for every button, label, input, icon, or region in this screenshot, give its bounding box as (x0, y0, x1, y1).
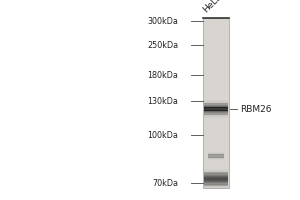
Bar (204, 180, 228, 181)
Bar (204, 187, 228, 188)
Bar (204, 175, 228, 176)
Bar (204, 184, 228, 186)
Bar (204, 107, 228, 108)
Bar (208, 155, 224, 156)
Bar (204, 183, 228, 184)
Bar (204, 181, 228, 182)
Bar (204, 185, 228, 186)
Bar (204, 186, 228, 187)
Text: 130kDa: 130kDa (148, 97, 178, 106)
Bar (204, 115, 228, 116)
Bar (208, 156, 224, 157)
Text: 250kDa: 250kDa (147, 40, 178, 49)
Text: RBM26: RBM26 (240, 104, 272, 114)
Bar (204, 172, 228, 173)
Bar (204, 178, 228, 179)
Bar (204, 103, 228, 104)
Bar (204, 188, 228, 189)
Text: 300kDa: 300kDa (148, 17, 178, 25)
Bar (204, 182, 228, 183)
Bar (204, 110, 228, 111)
Bar (204, 105, 228, 106)
Bar (204, 106, 228, 107)
Bar (208, 154, 224, 155)
Bar (204, 101, 228, 102)
Bar (204, 113, 228, 114)
Bar (208, 158, 224, 159)
Bar (204, 179, 228, 180)
Bar (203, 18, 229, 188)
Bar (204, 116, 228, 117)
Bar (204, 173, 228, 174)
Bar (204, 176, 228, 177)
Bar (204, 169, 228, 170)
Bar (204, 184, 228, 185)
Bar (204, 114, 228, 115)
Bar (208, 152, 224, 153)
Bar (204, 102, 228, 103)
Text: 180kDa: 180kDa (148, 71, 178, 79)
Bar (208, 159, 224, 160)
Bar (208, 157, 224, 158)
Bar (204, 100, 228, 101)
Bar (204, 109, 228, 110)
Bar (204, 107, 228, 108)
Bar (204, 110, 228, 111)
Bar (204, 100, 228, 101)
Text: HeLa: HeLa (202, 0, 224, 14)
Bar (204, 117, 228, 118)
Bar (204, 114, 228, 115)
Bar (204, 108, 228, 109)
Bar (208, 153, 224, 154)
Bar (204, 103, 228, 104)
Bar (204, 111, 228, 112)
Bar (204, 104, 228, 105)
Bar (204, 112, 228, 113)
Text: 70kDa: 70kDa (152, 178, 178, 188)
Bar (204, 177, 228, 178)
Text: 100kDa: 100kDa (148, 130, 178, 140)
Bar (204, 171, 228, 172)
Bar (204, 172, 228, 174)
Bar (208, 154, 224, 155)
Bar (204, 117, 228, 118)
Bar (204, 170, 228, 171)
Bar (204, 174, 228, 175)
Bar (208, 157, 224, 158)
